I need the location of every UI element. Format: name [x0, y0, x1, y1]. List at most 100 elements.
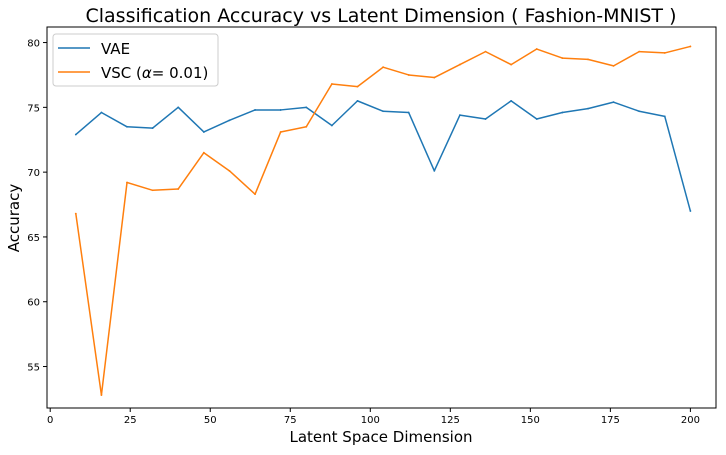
series-segment-vsc: [433, 63, 461, 79]
data-point-vae: [663, 115, 666, 118]
series-segment-vsc: [254, 131, 282, 195]
y-tick-label: 70: [27, 168, 40, 179]
y-tick-label: 65: [27, 233, 40, 244]
legend-label-suffix: = 0.01): [152, 64, 209, 82]
series-segment-vae: [203, 119, 231, 133]
y-tick-label: 75: [27, 103, 40, 114]
legend-box: [52, 33, 219, 87]
series-segment-vsc: [100, 181, 128, 396]
data-point-vae: [561, 111, 564, 114]
data-point-vsc: [279, 131, 282, 133]
series-segment-vae: [459, 114, 487, 120]
series-segment-vae: [305, 106, 333, 127]
series-segment-vsc: [561, 57, 589, 61]
series-segment-vsc: [305, 83, 333, 128]
chart-title: Classification Accuracy vs Latent Dimens…: [85, 5, 676, 27]
series-segment-vae: [535, 111, 564, 120]
series-segment-vae: [228, 109, 256, 122]
data-point-vae: [74, 133, 77, 136]
data-point-vae: [228, 119, 231, 122]
series-segment-vsc: [177, 151, 205, 190]
series-segment-vsc: [612, 50, 640, 67]
legend-label-prefix: VSC (: [101, 64, 142, 82]
x-tick-label: 75: [284, 415, 297, 426]
data-point-vsc: [459, 63, 461, 66]
series-segment-vsc: [382, 66, 410, 76]
data-point-vae: [330, 124, 333, 127]
series-segment-vae: [638, 110, 666, 118]
data-point-vsc: [663, 52, 666, 54]
data-point-vsc: [100, 394, 103, 396]
series-vae: [74, 99, 692, 212]
series-segment-vae: [126, 126, 154, 129]
data-point-vae: [638, 110, 641, 113]
data-point-vsc: [689, 45, 692, 48]
series-segment-vae: [484, 100, 512, 120]
y-tick-label: 80: [27, 39, 40, 50]
series-segment-vsc: [535, 48, 564, 59]
series-segment-vsc: [587, 58, 615, 67]
series-segment-vsc: [510, 48, 538, 66]
series-segment-vae: [407, 111, 436, 172]
series-segment-vae: [331, 100, 359, 127]
data-point-vae: [459, 114, 461, 117]
series-segment-vae: [382, 110, 410, 114]
data-point-vsc: [356, 85, 359, 88]
x-tick-label: 125: [441, 415, 460, 426]
data-point-vsc: [407, 74, 410, 76]
data-point-vsc: [228, 169, 231, 172]
data-point-vae: [612, 101, 615, 104]
data-point-vae: [689, 210, 692, 212]
data-point-vsc: [638, 50, 641, 53]
legend-item-vae: VAE: [58, 40, 130, 58]
data-point-vae: [407, 111, 410, 114]
x-axis-ticks: 0 25 50 75 100 125 150 175 200: [47, 408, 700, 426]
data-point-vae: [433, 169, 436, 172]
series-segment-vae: [151, 106, 179, 129]
series-segment-vae: [587, 101, 615, 110]
data-point-vae: [510, 99, 513, 102]
x-axis-title: Latent Space Dimension: [289, 428, 472, 446]
data-point-vsc: [535, 48, 538, 50]
data-point-vae: [202, 131, 205, 133]
series-segment-vsc: [331, 83, 359, 88]
data-point-vae: [279, 109, 282, 111]
series-segment-vae: [75, 111, 103, 136]
data-point-vsc: [382, 66, 385, 69]
x-tick-label: 0: [47, 415, 53, 426]
series-segment-vsc: [228, 170, 256, 195]
data-point-vsc: [126, 181, 128, 184]
x-tick-label: 100: [361, 415, 380, 426]
series-segment-vae: [510, 100, 538, 120]
data-point-vsc: [202, 151, 205, 154]
y-tick-label: 60: [27, 298, 40, 309]
data-point-vae: [356, 99, 359, 102]
y-axis-title: Accuracy: [5, 184, 23, 253]
data-point-vsc: [433, 76, 436, 79]
data-point-vae: [151, 127, 154, 129]
series-segment-vae: [177, 106, 205, 133]
y-tick-label: 55: [27, 363, 40, 374]
data-point-vae: [382, 110, 385, 113]
data-point-vae: [100, 111, 103, 114]
series-segment-vsc: [203, 151, 231, 172]
series-vsc: [74, 45, 692, 396]
x-tick-label: 50: [204, 415, 217, 426]
series-segment-vae: [100, 111, 128, 128]
data-point-vsc: [484, 50, 487, 53]
x-tick-label: 150: [521, 415, 540, 426]
series-lines: [74, 45, 692, 396]
data-point-vae: [177, 106, 180, 109]
data-point-vsc: [510, 63, 513, 66]
series-segment-vsc: [75, 212, 103, 396]
data-point-vsc: [330, 83, 333, 85]
data-point-vae: [587, 107, 589, 110]
legend-item-vsc: VSC (α= 0.01): [58, 64, 208, 82]
data-point-vae: [535, 118, 538, 120]
series-segment-vsc: [356, 66, 384, 88]
data-point-vsc: [177, 188, 180, 190]
series-segment-vae: [356, 100, 384, 112]
legend-label-vsc: VSC (α= 0.01): [101, 64, 208, 82]
data-point-vsc: [254, 193, 256, 196]
